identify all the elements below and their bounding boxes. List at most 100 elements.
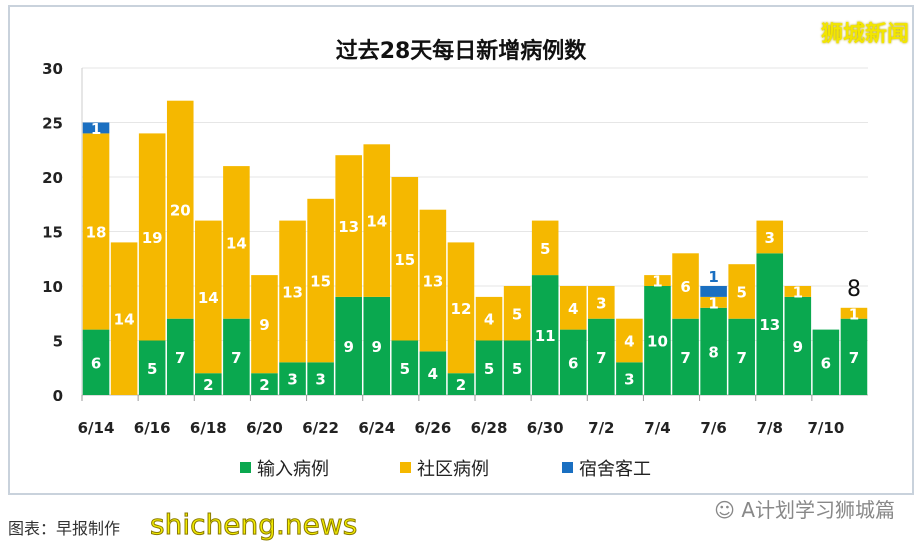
data-label: 5 — [736, 283, 746, 301]
bar-community — [82, 133, 110, 330]
bar-imported — [756, 253, 784, 395]
data-label: 14 — [198, 289, 219, 307]
y-tick-label: 5 — [53, 333, 63, 351]
data-label: 9 — [793, 338, 803, 356]
bar-imported — [363, 296, 391, 395]
wechat-icon: ☺ — [714, 498, 742, 522]
data-label: 3 — [624, 371, 634, 389]
bar-imported — [335, 296, 362, 395]
x-tick-label: 6/22 — [302, 419, 339, 437]
data-label: 2 — [203, 376, 213, 394]
bar-imported — [419, 351, 447, 395]
bar-community — [307, 198, 334, 363]
bar-imported — [616, 362, 643, 395]
x-tick-label: 7/8 — [757, 419, 783, 437]
data-label: 3 — [765, 229, 775, 247]
wechat-account-label: ☺ A计划学习狮城篇 — [714, 494, 895, 523]
data-label: 6 — [91, 354, 101, 372]
x-tick-label: 7/4 — [644, 419, 670, 437]
brand-logo: 狮城新闻 — [820, 22, 909, 47]
bar-imported — [812, 329, 840, 395]
bar-imported — [672, 318, 699, 395]
bar-dorm — [700, 286, 727, 297]
data-label: 6 — [821, 354, 831, 372]
data-label: 13 — [422, 273, 443, 291]
bar-community — [251, 275, 278, 374]
x-tick-label: 6/28 — [471, 419, 508, 437]
bar-imported — [391, 340, 419, 395]
bar-imported — [447, 373, 475, 395]
legend-label-community: 社区病例 — [417, 459, 489, 480]
data-label: 5 — [400, 360, 410, 378]
legend-label-dorm: 宿舍客工 — [579, 459, 651, 480]
y-tick-label: 15 — [42, 224, 63, 242]
bar-imported — [279, 362, 306, 395]
data-label: 7 — [175, 349, 185, 367]
data-label: 7 — [736, 349, 746, 367]
data-label: 19 — [142, 229, 163, 247]
bar-community — [475, 296, 503, 341]
data-label: 14 — [226, 234, 247, 252]
data-label: 5 — [512, 305, 522, 323]
data-label: 13 — [282, 283, 303, 301]
bar-imported — [559, 329, 587, 395]
bar-imported — [700, 307, 727, 395]
data-label: 7 — [231, 349, 241, 367]
bar-dorm — [82, 122, 110, 134]
x-tick-label: 6/20 — [246, 419, 283, 437]
bar-imported — [728, 318, 755, 395]
data-label: 1 — [91, 120, 101, 138]
data-label: 15 — [394, 251, 415, 269]
data-label: 6 — [568, 354, 578, 372]
bar-community — [616, 318, 643, 363]
chart-caption: 图表：早报制作 — [8, 519, 121, 538]
bar-imported — [251, 373, 278, 395]
bar-imported — [195, 373, 222, 395]
legend-swatch-community — [400, 462, 411, 473]
x-tick-label: 7/10 — [807, 419, 844, 437]
wechat-account-name: A计划学习狮城篇 — [741, 498, 895, 522]
data-label: 4 — [568, 300, 578, 318]
bar-imported — [475, 340, 503, 395]
x-tick-label: 6/14 — [78, 419, 115, 437]
bar-community — [138, 133, 166, 341]
data-label: 9 — [372, 338, 382, 356]
bar-community — [784, 286, 812, 297]
bar-community — [756, 220, 784, 254]
bar-imported — [166, 318, 194, 395]
bar-community — [503, 286, 531, 341]
watermark: shicheng.news — [149, 508, 358, 542]
data-label: 1 — [708, 268, 718, 286]
data-label: 4 — [624, 333, 634, 351]
data-label: 10 — [647, 333, 668, 351]
data-label: 20 — [170, 202, 191, 220]
bar-community — [419, 209, 447, 352]
data-label: 5 — [484, 360, 494, 378]
bar-community — [363, 144, 391, 297]
data-label: 4 — [484, 311, 494, 329]
bar-community — [166, 100, 194, 319]
bar-community — [447, 242, 475, 374]
y-tick-label: 25 — [42, 115, 63, 133]
y-tick-label: 20 — [42, 169, 63, 187]
data-label: 5 — [147, 360, 157, 378]
legend-label-imported: 输入病例 — [257, 459, 329, 480]
bar-imported — [138, 340, 166, 395]
data-label: 1 — [849, 305, 859, 323]
bar-community — [588, 286, 615, 319]
data-label: 8 — [708, 343, 718, 361]
data-label: 3 — [596, 294, 606, 312]
x-tick-label: 6/30 — [527, 419, 564, 437]
data-label: 1 — [708, 294, 718, 312]
data-label: 13 — [338, 218, 359, 236]
data-label: 1 — [652, 273, 662, 291]
x-tick-label: 6/24 — [358, 419, 395, 437]
chart-title: 过去28天每日新增病例数 — [336, 38, 588, 64]
x-tick-label: 7/6 — [700, 419, 726, 437]
data-label: 14 — [114, 311, 135, 329]
bar-imported — [588, 318, 615, 395]
bar-community — [644, 275, 671, 286]
y-tick-label: 0 — [53, 387, 63, 405]
bar-imported — [784, 296, 812, 395]
data-label: 7 — [680, 349, 690, 367]
